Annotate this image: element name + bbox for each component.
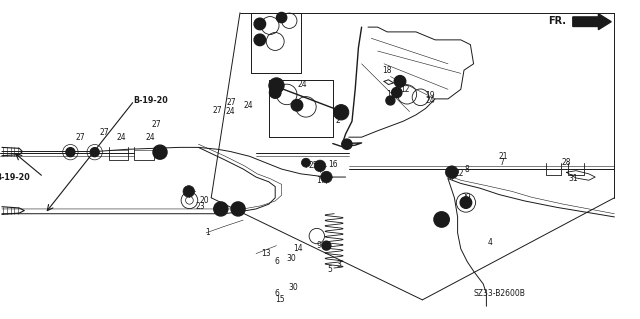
Circle shape (218, 206, 224, 212)
Circle shape (153, 145, 167, 159)
Text: 29: 29 (461, 193, 471, 202)
Circle shape (276, 12, 287, 23)
Circle shape (342, 139, 352, 149)
Circle shape (254, 18, 266, 30)
Text: 25: 25 (308, 161, 319, 170)
Circle shape (214, 202, 228, 216)
Circle shape (269, 87, 281, 98)
Circle shape (322, 241, 331, 250)
Text: 19: 19 (425, 91, 435, 100)
Text: 4: 4 (487, 238, 492, 247)
Text: 27: 27 (212, 106, 223, 115)
Text: 17: 17 (316, 176, 326, 185)
Text: 13: 13 (260, 249, 271, 258)
Text: 9: 9 (316, 241, 321, 250)
Text: 6: 6 (275, 289, 280, 298)
Text: 10: 10 (394, 80, 404, 89)
Text: 3: 3 (337, 260, 342, 269)
Circle shape (333, 105, 349, 120)
FancyArrow shape (573, 14, 611, 30)
Text: 14: 14 (292, 244, 303, 253)
Text: SZ33-B2600B: SZ33-B2600B (474, 289, 525, 298)
Text: 16: 16 (328, 160, 339, 169)
Text: 11: 11 (387, 90, 396, 99)
Circle shape (269, 78, 284, 93)
Circle shape (66, 148, 75, 157)
Text: 27: 27 (152, 120, 162, 129)
Circle shape (301, 158, 310, 167)
Circle shape (392, 87, 402, 98)
Text: 20: 20 (199, 197, 209, 205)
Text: 28: 28 (561, 158, 570, 167)
Text: 22: 22 (454, 169, 463, 178)
Circle shape (321, 171, 332, 183)
Text: 24: 24 (225, 107, 236, 116)
Text: 30: 30 (286, 254, 296, 263)
Circle shape (394, 76, 406, 87)
Circle shape (235, 206, 241, 212)
Text: 27: 27 (99, 128, 109, 137)
Circle shape (438, 216, 445, 223)
Text: 7: 7 (499, 158, 504, 167)
Text: 27: 27 (227, 98, 237, 107)
Circle shape (157, 149, 163, 155)
Circle shape (183, 186, 195, 197)
Text: 15: 15 (275, 295, 285, 304)
Circle shape (445, 166, 458, 179)
Text: 31: 31 (568, 174, 579, 182)
Text: 5: 5 (327, 265, 332, 274)
Text: 27: 27 (76, 133, 86, 142)
Text: 1: 1 (205, 228, 211, 237)
Circle shape (460, 197, 472, 208)
Text: 2: 2 (335, 116, 340, 125)
Text: 6: 6 (275, 257, 280, 266)
Text: 24: 24 (297, 80, 307, 89)
Circle shape (434, 212, 449, 227)
Circle shape (231, 202, 245, 216)
Text: 26: 26 (439, 216, 449, 225)
Text: 21: 21 (499, 152, 508, 161)
Circle shape (314, 160, 326, 172)
Text: B-19-20: B-19-20 (133, 96, 168, 105)
Circle shape (254, 34, 266, 46)
Circle shape (291, 100, 303, 111)
Circle shape (90, 148, 99, 157)
Text: 12: 12 (401, 85, 410, 94)
Text: 23: 23 (195, 202, 205, 211)
Text: 24: 24 (145, 133, 156, 142)
Text: 8: 8 (465, 165, 470, 174)
Text: 30: 30 (288, 283, 298, 292)
Text: 18: 18 (383, 66, 392, 75)
Text: 24: 24 (425, 96, 435, 105)
Circle shape (386, 96, 395, 105)
Text: 24: 24 (116, 133, 126, 142)
Text: 24: 24 (243, 101, 253, 110)
Text: B-19-20: B-19-20 (0, 173, 30, 182)
Text: FR.: FR. (548, 16, 566, 26)
